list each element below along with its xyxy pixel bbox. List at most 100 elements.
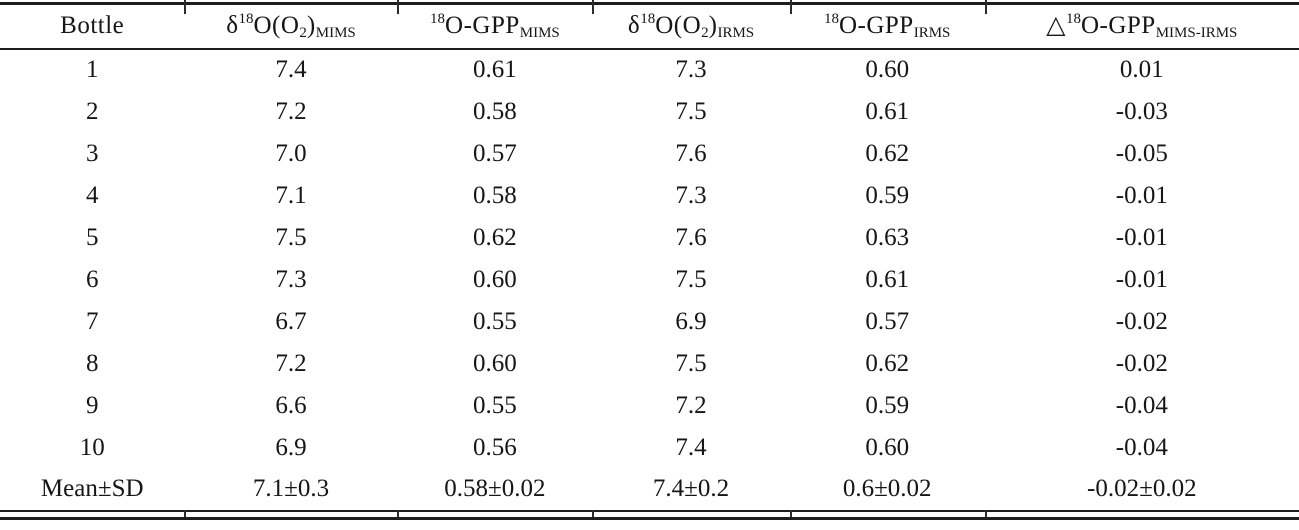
cell-r4-c2: 7.1 xyxy=(275,181,307,209)
column-header-d18o-o2-mims: δ18O(O2)MIMS xyxy=(184,3,398,50)
header-label: Bottle xyxy=(60,12,125,40)
cell-r5-c6: -0.01 xyxy=(1115,223,1168,251)
cell-r3-c2: 7.0 xyxy=(275,139,307,167)
cell-r4-c5: 0.59 xyxy=(865,181,910,209)
column-header-d18o-o2-irms: δ18O(O2)IRMS xyxy=(592,3,790,50)
cell-r7-c4: 6.9 xyxy=(675,307,707,335)
cell-r7-c1: 7 xyxy=(85,307,99,335)
cell-r10-c6: -0.04 xyxy=(1115,433,1168,461)
cell-r2-c1: 2 xyxy=(85,97,99,125)
cell-r3-c6: -0.05 xyxy=(1115,139,1168,167)
column-header-18o-gpp-mims: 18O-GPPMIMS xyxy=(397,3,593,50)
cell-r1-c1: 1 xyxy=(85,56,99,83)
header-label: O-GPP xyxy=(445,11,520,39)
header-label: O-GPP xyxy=(838,11,914,39)
cell-r2-c4: 7.5 xyxy=(675,97,707,125)
superscript-text: 18 xyxy=(238,10,254,27)
cell-r9-c5: 0.59 xyxy=(865,391,910,419)
cell-r3-c5: 0.62 xyxy=(865,139,910,167)
cell-r4-c6: -0.01 xyxy=(1115,181,1168,209)
cell-r3-c3: 0.57 xyxy=(473,139,517,167)
superscript-text: 18 xyxy=(430,10,446,27)
cell-r10-c3: 0.56 xyxy=(473,433,517,461)
cell-r1-c4: 7.3 xyxy=(675,56,707,83)
cell-r7-c3: 0.55 xyxy=(473,307,517,335)
table-row-bottle-3: 3 7.0 0.57 7.6 0.62 -0.05 xyxy=(0,133,1299,175)
table-row-bottle-6: 6 7.3 0.60 7.5 0.61 -0.01 xyxy=(0,259,1299,301)
cell-r6-c6: -0.01 xyxy=(1115,265,1168,293)
superscript-text: 18 xyxy=(823,10,839,27)
column-divider-tick xyxy=(397,0,400,14)
cell-r8-c2: 7.2 xyxy=(275,349,307,377)
cell-r2-c6: -0.03 xyxy=(1115,97,1168,125)
subscript-text: MIMS-IRMS xyxy=(1155,25,1238,42)
table-row-bottle-8: 8 7.2 0.60 7.5 0.62 -0.02 xyxy=(0,343,1299,385)
cell-r10-c1: 10 xyxy=(79,433,105,461)
header-label: O-GPP xyxy=(1080,12,1156,40)
cell-r7-c2: 6.7 xyxy=(275,307,307,335)
subscript-text: MIMS xyxy=(315,24,356,41)
cell-r5-c2: 7.5 xyxy=(275,223,307,251)
cell-r5-c1: 5 xyxy=(85,223,99,251)
header-label: ) xyxy=(708,11,718,39)
cell-r1-c6: 0.01 xyxy=(1119,56,1164,83)
cell-r4-c1: 4 xyxy=(85,181,99,209)
table-row-bottle-7: 7 6.7 0.55 6.9 0.57 -0.02 xyxy=(0,301,1299,343)
cell-r8-c1: 8 xyxy=(85,349,99,377)
summary-cell-c4: 7.4±0.2 xyxy=(652,475,730,502)
cell-r6-c3: 0.60 xyxy=(473,265,517,293)
column-divider-tick xyxy=(592,509,595,517)
cell-r9-c6: -0.04 xyxy=(1115,391,1168,419)
column-header-delta-18o-gpp-mims-irms: △18O-GPPMIMS-IRMS xyxy=(984,3,1299,50)
subscript-text: IRMS xyxy=(717,24,755,41)
header-label: O(O xyxy=(253,11,300,39)
header-label: △ xyxy=(1046,12,1066,40)
cell-r8-c6: -0.02 xyxy=(1115,349,1168,377)
header-label: O(O xyxy=(655,11,702,39)
summary-cell-c5: 0.6±0.02 xyxy=(842,475,932,502)
subscript-text: MIMS xyxy=(519,24,560,41)
header-label: δ xyxy=(627,11,641,39)
cell-r2-c2: 7.2 xyxy=(275,97,307,125)
cell-r3-c4: 7.6 xyxy=(675,139,707,167)
table-row-bottle-5: 5 7.5 0.62 7.6 0.63 -0.01 xyxy=(0,217,1299,259)
table-row-bottle-9: 9 6.6 0.55 7.2 0.59 -0.04 xyxy=(0,385,1299,427)
cell-r9-c3: 0.55 xyxy=(473,391,517,419)
summary-row: Mean±SD 7.1±0.3 0.58±0.02 7.4±0.2 0.6±0.02 -0… xyxy=(0,469,1299,511)
cell-r6-c2: 7.3 xyxy=(275,265,307,293)
cell-r9-c4: 7.2 xyxy=(675,391,707,419)
cell-r2-c3: 0.58 xyxy=(473,97,517,125)
summary-cell-c3: 0.58±0.02 xyxy=(444,475,546,502)
cell-r4-c3: 0.58 xyxy=(473,181,517,209)
cell-r6-c4: 7.5 xyxy=(675,265,707,293)
table-row-bottle-4: 4 7.1 0.58 7.3 0.59 -0.01 xyxy=(0,175,1299,217)
cell-r5-c4: 7.6 xyxy=(675,223,707,251)
header-label: ) xyxy=(306,11,316,39)
superscript-text: 18 xyxy=(640,10,656,27)
column-divider-tick xyxy=(184,0,187,14)
cell-r1-c3: 0.61 xyxy=(473,56,517,83)
cell-r8-c4: 7.5 xyxy=(675,349,707,377)
bottom-double-rule xyxy=(0,509,1299,520)
subscript-text: 2 xyxy=(701,24,709,41)
summary-cell-c2: 7.1±0.3 xyxy=(252,475,330,502)
superscript-text: 18 xyxy=(1065,11,1081,28)
subscript-text: IRMS xyxy=(913,24,951,41)
cell-r10-c4: 7.4 xyxy=(675,433,707,461)
summary-cell-c6: -0.02±0.02 xyxy=(1087,475,1197,502)
column-header-18o-gpp-irms: 18O-GPPIRMS xyxy=(789,3,985,50)
cell-r4-c4: 7.3 xyxy=(675,181,707,209)
cell-r9-c2: 6.6 xyxy=(275,391,307,419)
table-row-bottle-10: 10 6.9 0.56 7.4 0.60 -0.04 xyxy=(0,427,1299,469)
cell-r10-c5: 0.60 xyxy=(865,433,910,461)
column-divider-tick xyxy=(592,0,595,14)
cell-r10-c2: 6.9 xyxy=(275,433,307,461)
cell-r5-c3: 0.62 xyxy=(473,223,517,251)
cell-r2-c5: 0.61 xyxy=(865,97,910,125)
cell-r7-c5: 0.57 xyxy=(865,307,910,335)
measurements-table: Bottle δ18O(O2)MIMS 18O-GPPMIMS δ18O(O2)IRM… xyxy=(0,2,1299,512)
cell-r6-c5: 0.61 xyxy=(865,265,910,293)
column-divider-tick xyxy=(789,509,792,517)
summary-cell-c1: Mean±SD xyxy=(40,475,144,502)
